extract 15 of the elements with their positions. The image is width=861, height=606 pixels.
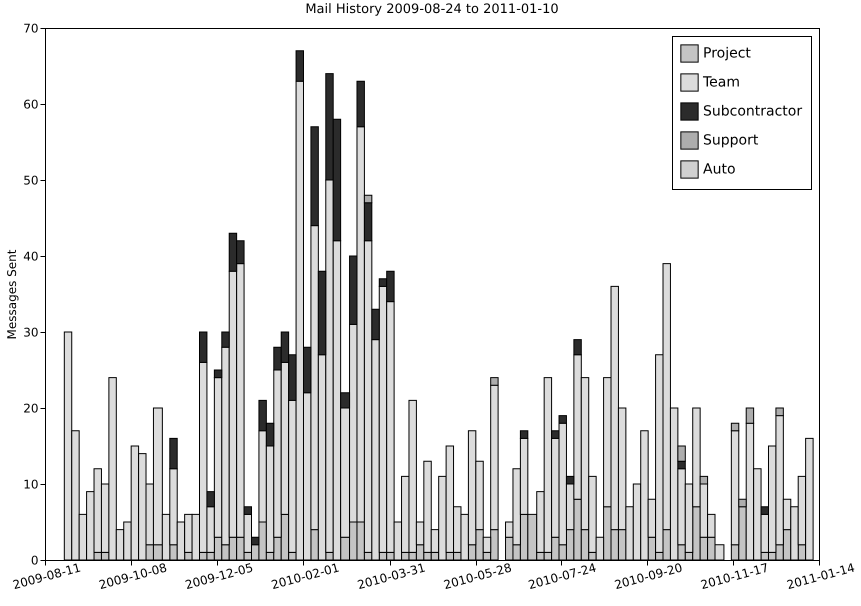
y-tick-label: 10 [23, 478, 38, 492]
y-tick-label: 40 [23, 250, 38, 264]
y-tick-label: 30 [23, 326, 38, 340]
chart-title: Mail History 2009-08-24 to 2011-01-10 [305, 2, 559, 17]
legend-label: Auto [703, 162, 736, 178]
legend-label: Subcontractor [703, 104, 802, 120]
y-tick-label: 50 [23, 174, 38, 188]
y-tick-label: 60 [23, 98, 38, 112]
legend-label: Team [702, 74, 740, 90]
y-tick-label: 20 [23, 402, 38, 416]
legend-label: Project [703, 46, 752, 62]
y-tick-label: 70 [23, 22, 38, 36]
legend-label: Support [703, 132, 759, 148]
y-tick-label: 0 [30, 554, 38, 568]
y-axis-title: Messages Sent [5, 249, 20, 340]
